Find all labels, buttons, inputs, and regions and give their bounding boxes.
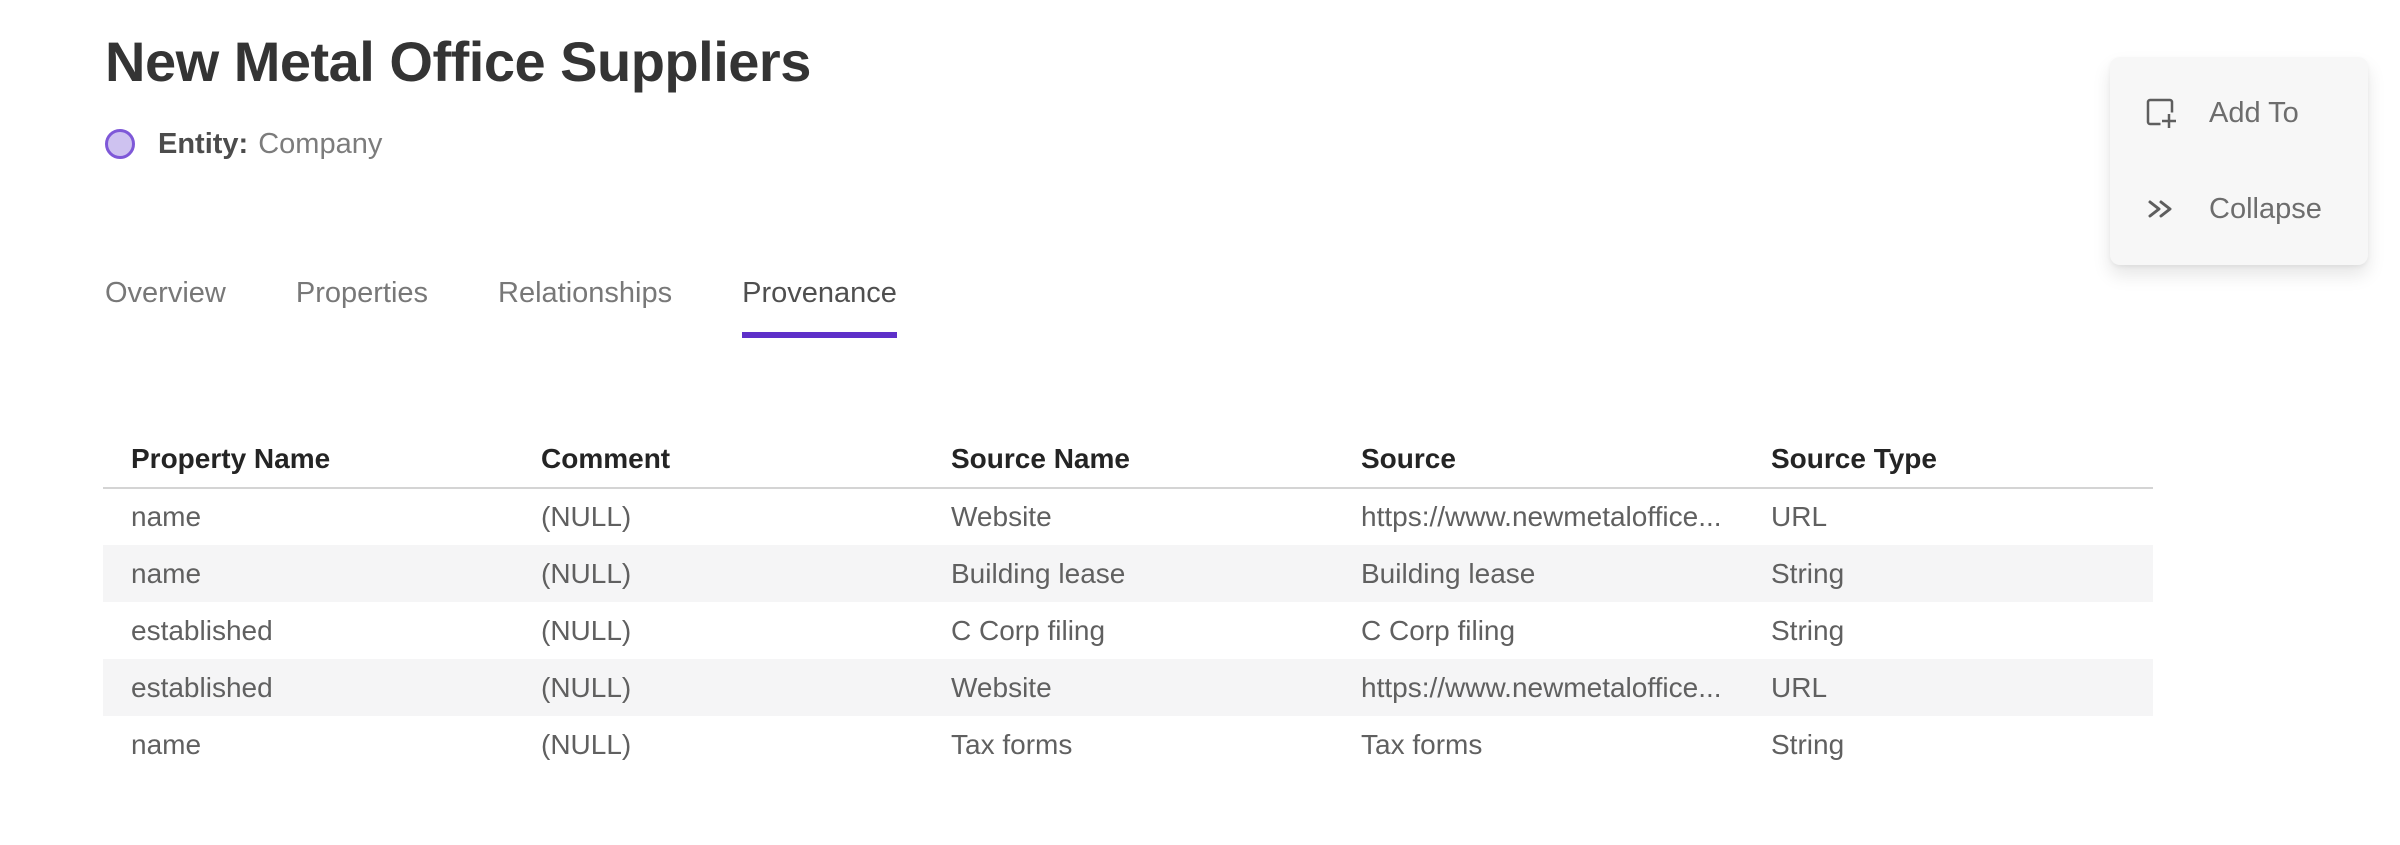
cell-source: Building lease xyxy=(1361,557,1536,589)
cell-property-name: name xyxy=(131,728,202,760)
provenance-table: Property Name Comment Source Name Source… xyxy=(103,430,2153,773)
cell-source-name: Tax forms xyxy=(951,728,1073,760)
column-header-source-type: Source Type xyxy=(1743,430,2153,489)
cell-source: C Corp filing xyxy=(1361,614,1516,646)
table-row: name (NULL) Building lease Building leas… xyxy=(103,545,2153,602)
entity-type-row: Entity: Company xyxy=(105,126,2400,162)
column-header-source: Source xyxy=(1333,430,1743,489)
entity-type-circle-icon xyxy=(105,129,135,159)
tab-relationships[interactable]: Relationships xyxy=(498,277,673,309)
cell-comment: (NULL) xyxy=(541,728,632,760)
cell-source-name: Website xyxy=(951,671,1052,703)
tab-properties[interactable]: Properties xyxy=(295,277,429,309)
entity-type-value: Company xyxy=(258,128,383,160)
table-row: name (NULL) Website https://www.newmetal… xyxy=(103,488,2153,545)
tab-bar: Overview Properties Relationships Proven… xyxy=(105,276,2400,338)
column-header-comment: Comment xyxy=(513,430,923,489)
table-row: established (NULL) C Corp filing C Corp … xyxy=(103,602,2153,659)
entity-detail-page: New Metal Office Suppliers Entity: Compa… xyxy=(0,30,2400,773)
add-to-label: Add To xyxy=(2209,96,2299,129)
collapse-button[interactable]: Collapse xyxy=(2143,191,2358,227)
cell-property-name: established xyxy=(131,671,273,703)
table-row: established (NULL) Website https://www.n… xyxy=(103,659,2153,716)
cell-source-type: URL xyxy=(1771,671,1828,703)
page-title: New Metal Office Suppliers xyxy=(105,30,811,93)
add-to-square-plus-icon xyxy=(2143,95,2179,131)
cell-property-name: established xyxy=(131,614,273,646)
cell-source-name: C Corp filing xyxy=(951,614,1106,646)
tab-provenance[interactable]: Provenance xyxy=(742,276,897,338)
cell-source-type: String xyxy=(1771,557,1845,589)
cell-source: Tax forms xyxy=(1361,728,1483,760)
double-chevron-right-icon xyxy=(2143,191,2179,227)
add-to-button[interactable]: Add To xyxy=(2143,95,2358,131)
cell-property-name: name xyxy=(131,557,202,589)
tab-overview[interactable]: Overview xyxy=(105,277,226,309)
cell-comment: (NULL) xyxy=(541,557,632,589)
cell-comment: (NULL) xyxy=(541,614,632,646)
cell-source: https://www.newmetaloffice... xyxy=(1361,671,1722,703)
cell-source-type: String xyxy=(1771,728,1845,760)
cell-source: https://www.newmetaloffice... xyxy=(1361,501,1722,532)
action-panel: Add To Collapse xyxy=(2110,57,2368,265)
column-header-source-name: Source Name xyxy=(923,430,1333,489)
cell-source-name: Building lease xyxy=(951,557,1126,589)
cell-source-name: Website xyxy=(951,501,1052,532)
cell-comment: (NULL) xyxy=(541,671,632,703)
entity-label: Entity: xyxy=(158,128,249,160)
column-header-property-name: Property Name xyxy=(103,430,513,489)
cell-source-type: URL xyxy=(1771,501,1828,532)
provenance-table-header: Property Name Comment Source Name Source… xyxy=(103,430,2153,489)
cell-property-name: name xyxy=(131,501,202,532)
collapse-label: Collapse xyxy=(2209,192,2322,225)
table-row: name (NULL) Tax forms Tax forms String xyxy=(103,716,2153,773)
cell-source-type: String xyxy=(1771,614,1845,646)
cell-comment: (NULL) xyxy=(541,501,632,532)
